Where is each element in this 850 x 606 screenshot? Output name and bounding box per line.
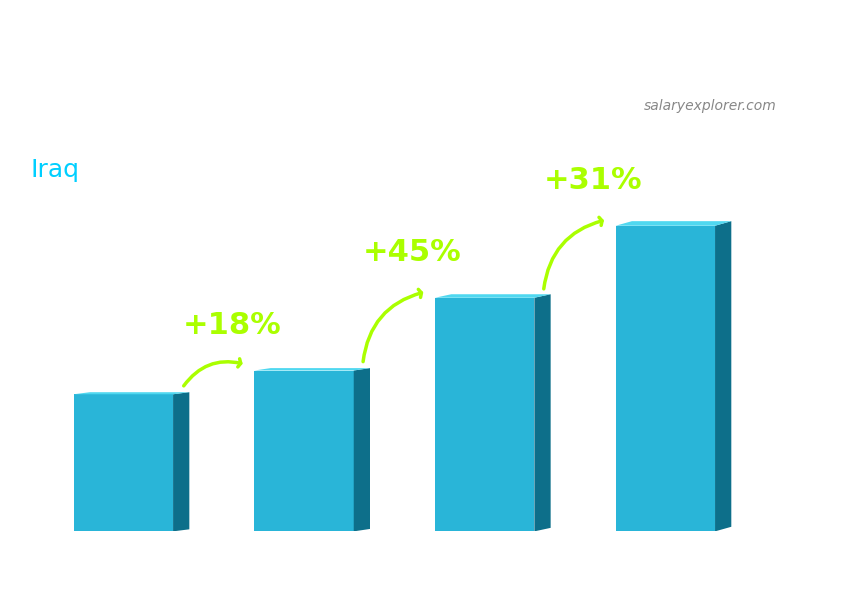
Text: +18%: +18% (183, 311, 281, 340)
Text: 2,100,000 IQD: 2,100,000 IQD (241, 345, 348, 361)
Polygon shape (254, 370, 354, 531)
Polygon shape (254, 368, 370, 370)
Polygon shape (74, 395, 173, 531)
Text: 1,790,000 IQD: 1,790,000 IQD (61, 369, 167, 384)
Polygon shape (173, 392, 190, 531)
Text: Iraq: Iraq (31, 158, 80, 182)
Polygon shape (435, 298, 535, 531)
Polygon shape (74, 392, 190, 395)
Polygon shape (354, 368, 370, 531)
Polygon shape (715, 221, 731, 531)
Polygon shape (615, 226, 715, 531)
Polygon shape (435, 295, 551, 298)
Text: +31%: +31% (544, 166, 643, 195)
Text: 3,050,000 IQD: 3,050,000 IQD (422, 273, 529, 288)
Polygon shape (535, 295, 551, 531)
Text: Cryptocurrency Adviser: Cryptocurrency Adviser (31, 129, 324, 153)
Text: +45%: +45% (363, 238, 462, 267)
Text: 3,990,000 IQD: 3,990,000 IQD (604, 201, 710, 216)
Polygon shape (615, 221, 731, 226)
Text: Salary Comparison By Education: Salary Comparison By Education (31, 99, 692, 133)
Text: Average Monthly Salary: Average Monthly Salary (808, 265, 820, 415)
Text: salaryexplorer.com: salaryexplorer.com (643, 99, 776, 113)
